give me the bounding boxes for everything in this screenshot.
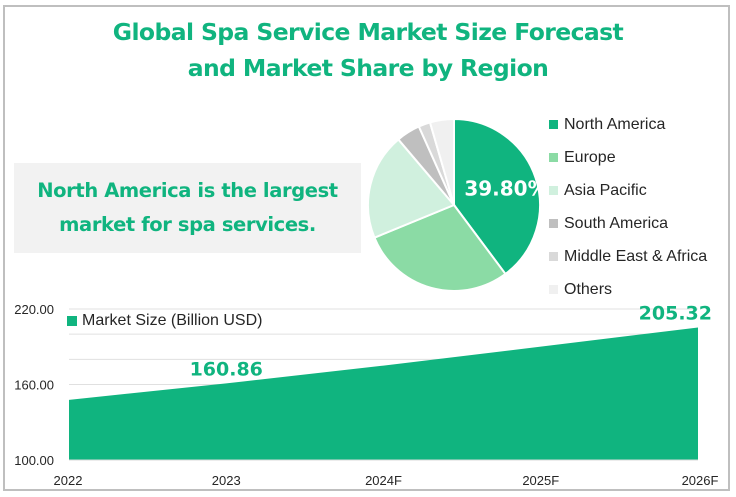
legend-item: Europe (549, 141, 707, 174)
legend-item: South America (549, 207, 707, 240)
y-tick-label: 220.00 (14, 302, 54, 317)
pie-slice-europe (373, 203, 507, 292)
area-data-label: 205.32 (639, 302, 712, 324)
area-legend: Market Size (Billion USD) (67, 312, 262, 330)
x-axis-ticks: 2022 2023 2024F 2025F 2026F (54, 473, 719, 488)
legend-item: North America (549, 108, 707, 141)
legend-item: Middle East & Africa (549, 240, 707, 273)
pie-legend: North America Europe Asia Pacific South Ame… (549, 108, 707, 306)
legend-label: Middle East & Africa (564, 247, 708, 265)
y-tick-label: 160.00 (14, 378, 54, 393)
chart-frame (3, 5, 730, 491)
legend-item: Asia Pacific (549, 174, 707, 207)
x-tick-label: 2026F (682, 473, 719, 488)
legend-label: South America (564, 214, 669, 232)
area-data-labels: 160.86 205.32 (190, 302, 712, 380)
x-tick-label: 2025F (522, 473, 559, 488)
legend-swatch (549, 186, 558, 195)
legend-label: North America (564, 115, 666, 133)
legend-swatch (549, 120, 558, 129)
y-axis-ticks: 100.00 160.00 220.00 (14, 302, 54, 468)
title-line-1: Global Spa Service Market Size Forecast (112, 18, 624, 46)
x-tick-label: 2024F (365, 473, 402, 488)
pie-data-labels: 39.80% (464, 177, 547, 201)
x-tick-label: 2022 (54, 473, 83, 488)
legend-item: Others (549, 273, 707, 306)
title-line-2: and Market Share by Region (187, 54, 549, 82)
area-legend-swatch (67, 316, 77, 326)
area-plot (69, 327, 698, 461)
area-series-market-size (69, 327, 698, 460)
y-tick-label: 100.00 (14, 453, 54, 468)
legend-swatch (549, 285, 558, 294)
legend-swatch (549, 219, 558, 228)
callout-box: North America is the largest market for … (14, 163, 361, 253)
callout-line-2: market for spa services. (59, 213, 316, 236)
pie-slice-others (428, 117, 455, 206)
x-tick-label: 2023 (212, 473, 241, 488)
pie-slice-north-america (453, 117, 541, 276)
legend-label: Asia Pacific (564, 181, 647, 199)
legend-label: Others (564, 280, 613, 298)
legend-swatch (549, 153, 558, 162)
area-legend-label: Market Size (Billion USD) (82, 312, 263, 329)
pie-slice-asia-pacific (367, 138, 456, 239)
chart-title: Global Spa Service Market Size Forecast … (0, 14, 736, 86)
pie-chart (367, 117, 541, 292)
area-data-label: 160.86 (190, 358, 263, 380)
legend-swatch (549, 252, 558, 261)
legend-label: Europe (564, 148, 616, 166)
pie-data-label: 39.80% (464, 177, 547, 201)
callout-line-1: North America is the largest (37, 179, 338, 202)
